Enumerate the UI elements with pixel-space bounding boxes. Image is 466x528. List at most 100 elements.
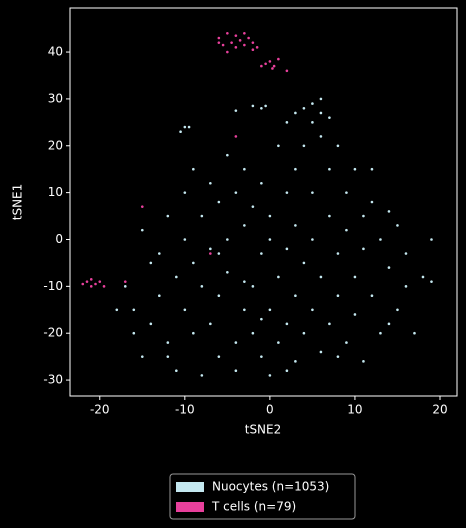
point (234, 34, 238, 37)
point (294, 111, 297, 115)
point (200, 285, 204, 288)
point (268, 374, 272, 377)
point (149, 261, 153, 265)
point (277, 144, 280, 148)
point (362, 360, 365, 363)
point (285, 121, 289, 124)
point (319, 275, 323, 279)
y-tick-label: 20 (48, 138, 63, 152)
point (260, 252, 263, 255)
point (319, 97, 323, 101)
point (209, 181, 212, 185)
point (179, 130, 182, 134)
point (294, 224, 297, 227)
x-tick-label: -10 (175, 403, 195, 417)
y-tick-label: -10 (43, 279, 63, 293)
point (336, 294, 340, 298)
point (247, 36, 250, 40)
point (370, 294, 374, 298)
point (234, 46, 238, 49)
point (272, 64, 276, 68)
point (328, 322, 331, 326)
point (260, 106, 263, 110)
point (260, 355, 263, 358)
point (243, 224, 246, 227)
point (192, 261, 195, 265)
point (251, 205, 255, 208)
x-tick-label: 10 (347, 403, 362, 417)
point (226, 32, 229, 35)
point (255, 46, 259, 49)
point (183, 191, 187, 194)
point (238, 39, 242, 42)
point (132, 331, 136, 335)
point (336, 355, 340, 358)
point (353, 167, 357, 171)
point (353, 313, 357, 316)
point (251, 104, 255, 108)
point (379, 331, 382, 335)
point (260, 181, 263, 185)
point (234, 341, 238, 344)
point (277, 57, 280, 61)
point (285, 369, 289, 372)
point (251, 285, 255, 288)
point (251, 331, 255, 335)
point (302, 106, 306, 110)
y-tick-label: 10 (48, 185, 63, 199)
point (192, 167, 195, 171)
point (311, 102, 314, 105)
point (336, 144, 340, 148)
point (345, 228, 348, 232)
point (404, 252, 408, 255)
point (158, 294, 161, 298)
point (421, 275, 425, 279)
point (217, 36, 221, 40)
point (311, 308, 314, 312)
point (294, 294, 297, 298)
point (264, 62, 267, 66)
point (319, 135, 323, 138)
point (243, 280, 246, 283)
legend-swatch (176, 482, 204, 492)
point (319, 111, 323, 115)
y-axis-label: tSNE1 (11, 184, 25, 221)
point (123, 280, 127, 283)
y-tick-label: -30 (43, 373, 63, 387)
point (192, 331, 195, 335)
point (413, 331, 416, 335)
point (379, 238, 382, 241)
point (251, 41, 255, 44)
point (362, 214, 365, 218)
legend-swatch (176, 502, 204, 512)
point (217, 294, 221, 298)
legend-label: Nuocytes (n=1053) (212, 480, 329, 494)
point (226, 238, 229, 241)
point (200, 374, 204, 377)
point (260, 64, 263, 68)
legend-label: T cells (n=79) (211, 500, 296, 514)
point (187, 125, 191, 129)
point (336, 252, 340, 255)
point (294, 167, 297, 171)
plot-frame (69, 7, 458, 397)
legend-box (169, 473, 356, 520)
x-tick-label: 0 (266, 403, 274, 417)
point (319, 350, 323, 354)
point (81, 282, 85, 286)
point (209, 322, 212, 326)
point (243, 308, 246, 312)
point (102, 285, 106, 288)
point (268, 214, 272, 218)
point (166, 214, 170, 218)
point (200, 214, 204, 218)
point (302, 331, 306, 335)
point (149, 322, 153, 326)
point (140, 205, 144, 208)
point (285, 322, 289, 326)
point (217, 355, 221, 358)
point (251, 48, 255, 52)
x-axis-label: tSNE2 (245, 423, 282, 437)
point (302, 144, 306, 148)
point (226, 153, 229, 157)
